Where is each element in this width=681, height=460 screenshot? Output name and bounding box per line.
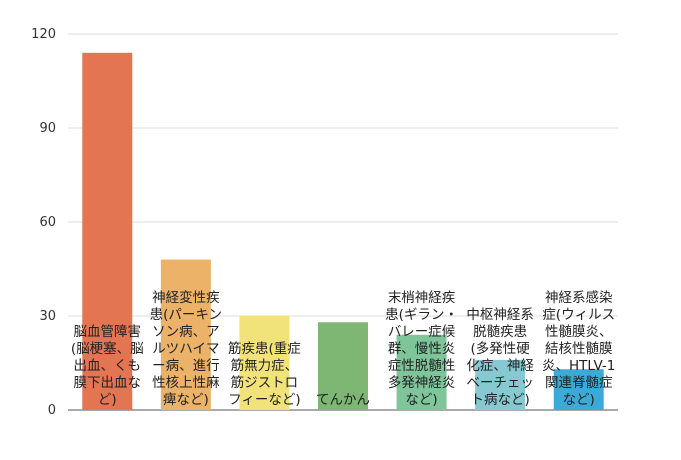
bar-label-line: 出血、くも (74, 358, 142, 374)
y-tick-label: 30 (39, 309, 56, 324)
bar-label-line: 膜下出血な (74, 375, 142, 391)
bar-labels: 脳血管障害(脳梗塞、脳出血、くも膜下出血など)神経変性疾患(パーキンソン病、アル… (71, 289, 615, 408)
y-axis-ticks: 0 30 60 90 120 (31, 27, 56, 418)
bar-label: てんかん (316, 392, 370, 408)
bar-label-line: バレー症候 (388, 324, 456, 340)
bar-label-line: 患(ギラン・ (385, 307, 458, 323)
y-tick-label: 0 (48, 403, 56, 418)
bar-label-line: ソン病、ア (152, 324, 220, 340)
bar-label-line: 性核上性麻 (152, 375, 220, 391)
y-tick-label: 60 (39, 215, 56, 230)
bar (82, 52, 133, 411)
bar-label-line: ど) (98, 392, 117, 408)
bar-label-line: フィーなど) (228, 392, 301, 408)
bar-label-line: ベーチェッ (466, 375, 534, 391)
bar-label-line: 神経変性疾 (152, 289, 220, 306)
bar (318, 322, 368, 410)
bar-label-line: 結核性髄膜 (545, 341, 613, 357)
bar (553, 369, 604, 410)
y-tick-label: 90 (39, 121, 56, 136)
bar-label-line: 痺など) (163, 391, 209, 408)
bar-label-line: 群、慢性炎 (388, 340, 456, 357)
bar-label-line: 筋無力症、 (231, 357, 299, 374)
bar-label-line: 筋ジストロ (231, 374, 299, 391)
bar-label-line: ー病、進行 (152, 358, 220, 374)
bar (396, 334, 447, 410)
bar-label-line: ルツハイマ (152, 341, 219, 357)
bar-label-line: 症性脱髄性 (388, 358, 456, 374)
bar-label-line: (脳梗塞、脳 (71, 340, 144, 357)
bar-label-line: など) (405, 392, 437, 408)
bar-label-line: てんかん (316, 392, 370, 408)
bar-label-line: ト病など) (471, 392, 530, 408)
bar-label-line: 多発神経炎 (388, 374, 456, 391)
bar-label-line: など) (563, 392, 595, 408)
bar-label-line: 炎、HTLV-1 (542, 358, 615, 374)
bar-label-line: 症(ウィルス (542, 307, 615, 323)
bar-label-line: 化症、神経 (466, 358, 534, 374)
bar-label-line: 筋疾患(重症 (228, 340, 301, 357)
bar-label-line: 性髄膜炎、 (545, 324, 613, 340)
bar (475, 359, 526, 410)
bar-label-line: 脱髄疾患 (473, 324, 527, 340)
gridlines (68, 33, 618, 411)
bar (160, 259, 211, 410)
bar-label-line: 患(パーキン (150, 307, 222, 323)
bar-label-line: 中枢神経系 (466, 307, 534, 323)
y-tick-label: 120 (31, 27, 56, 42)
bars (82, 52, 604, 411)
bar-label-line: 末梢神経疾 (388, 290, 456, 306)
bar (239, 316, 290, 410)
bar-label-line: 神経系感染 (545, 289, 613, 306)
bar-label-line: 脳血管障害 (74, 324, 142, 340)
bar-label-line: 関連脊髄症 (545, 375, 613, 391)
bar-label-line: (多発性硬 (471, 340, 531, 357)
